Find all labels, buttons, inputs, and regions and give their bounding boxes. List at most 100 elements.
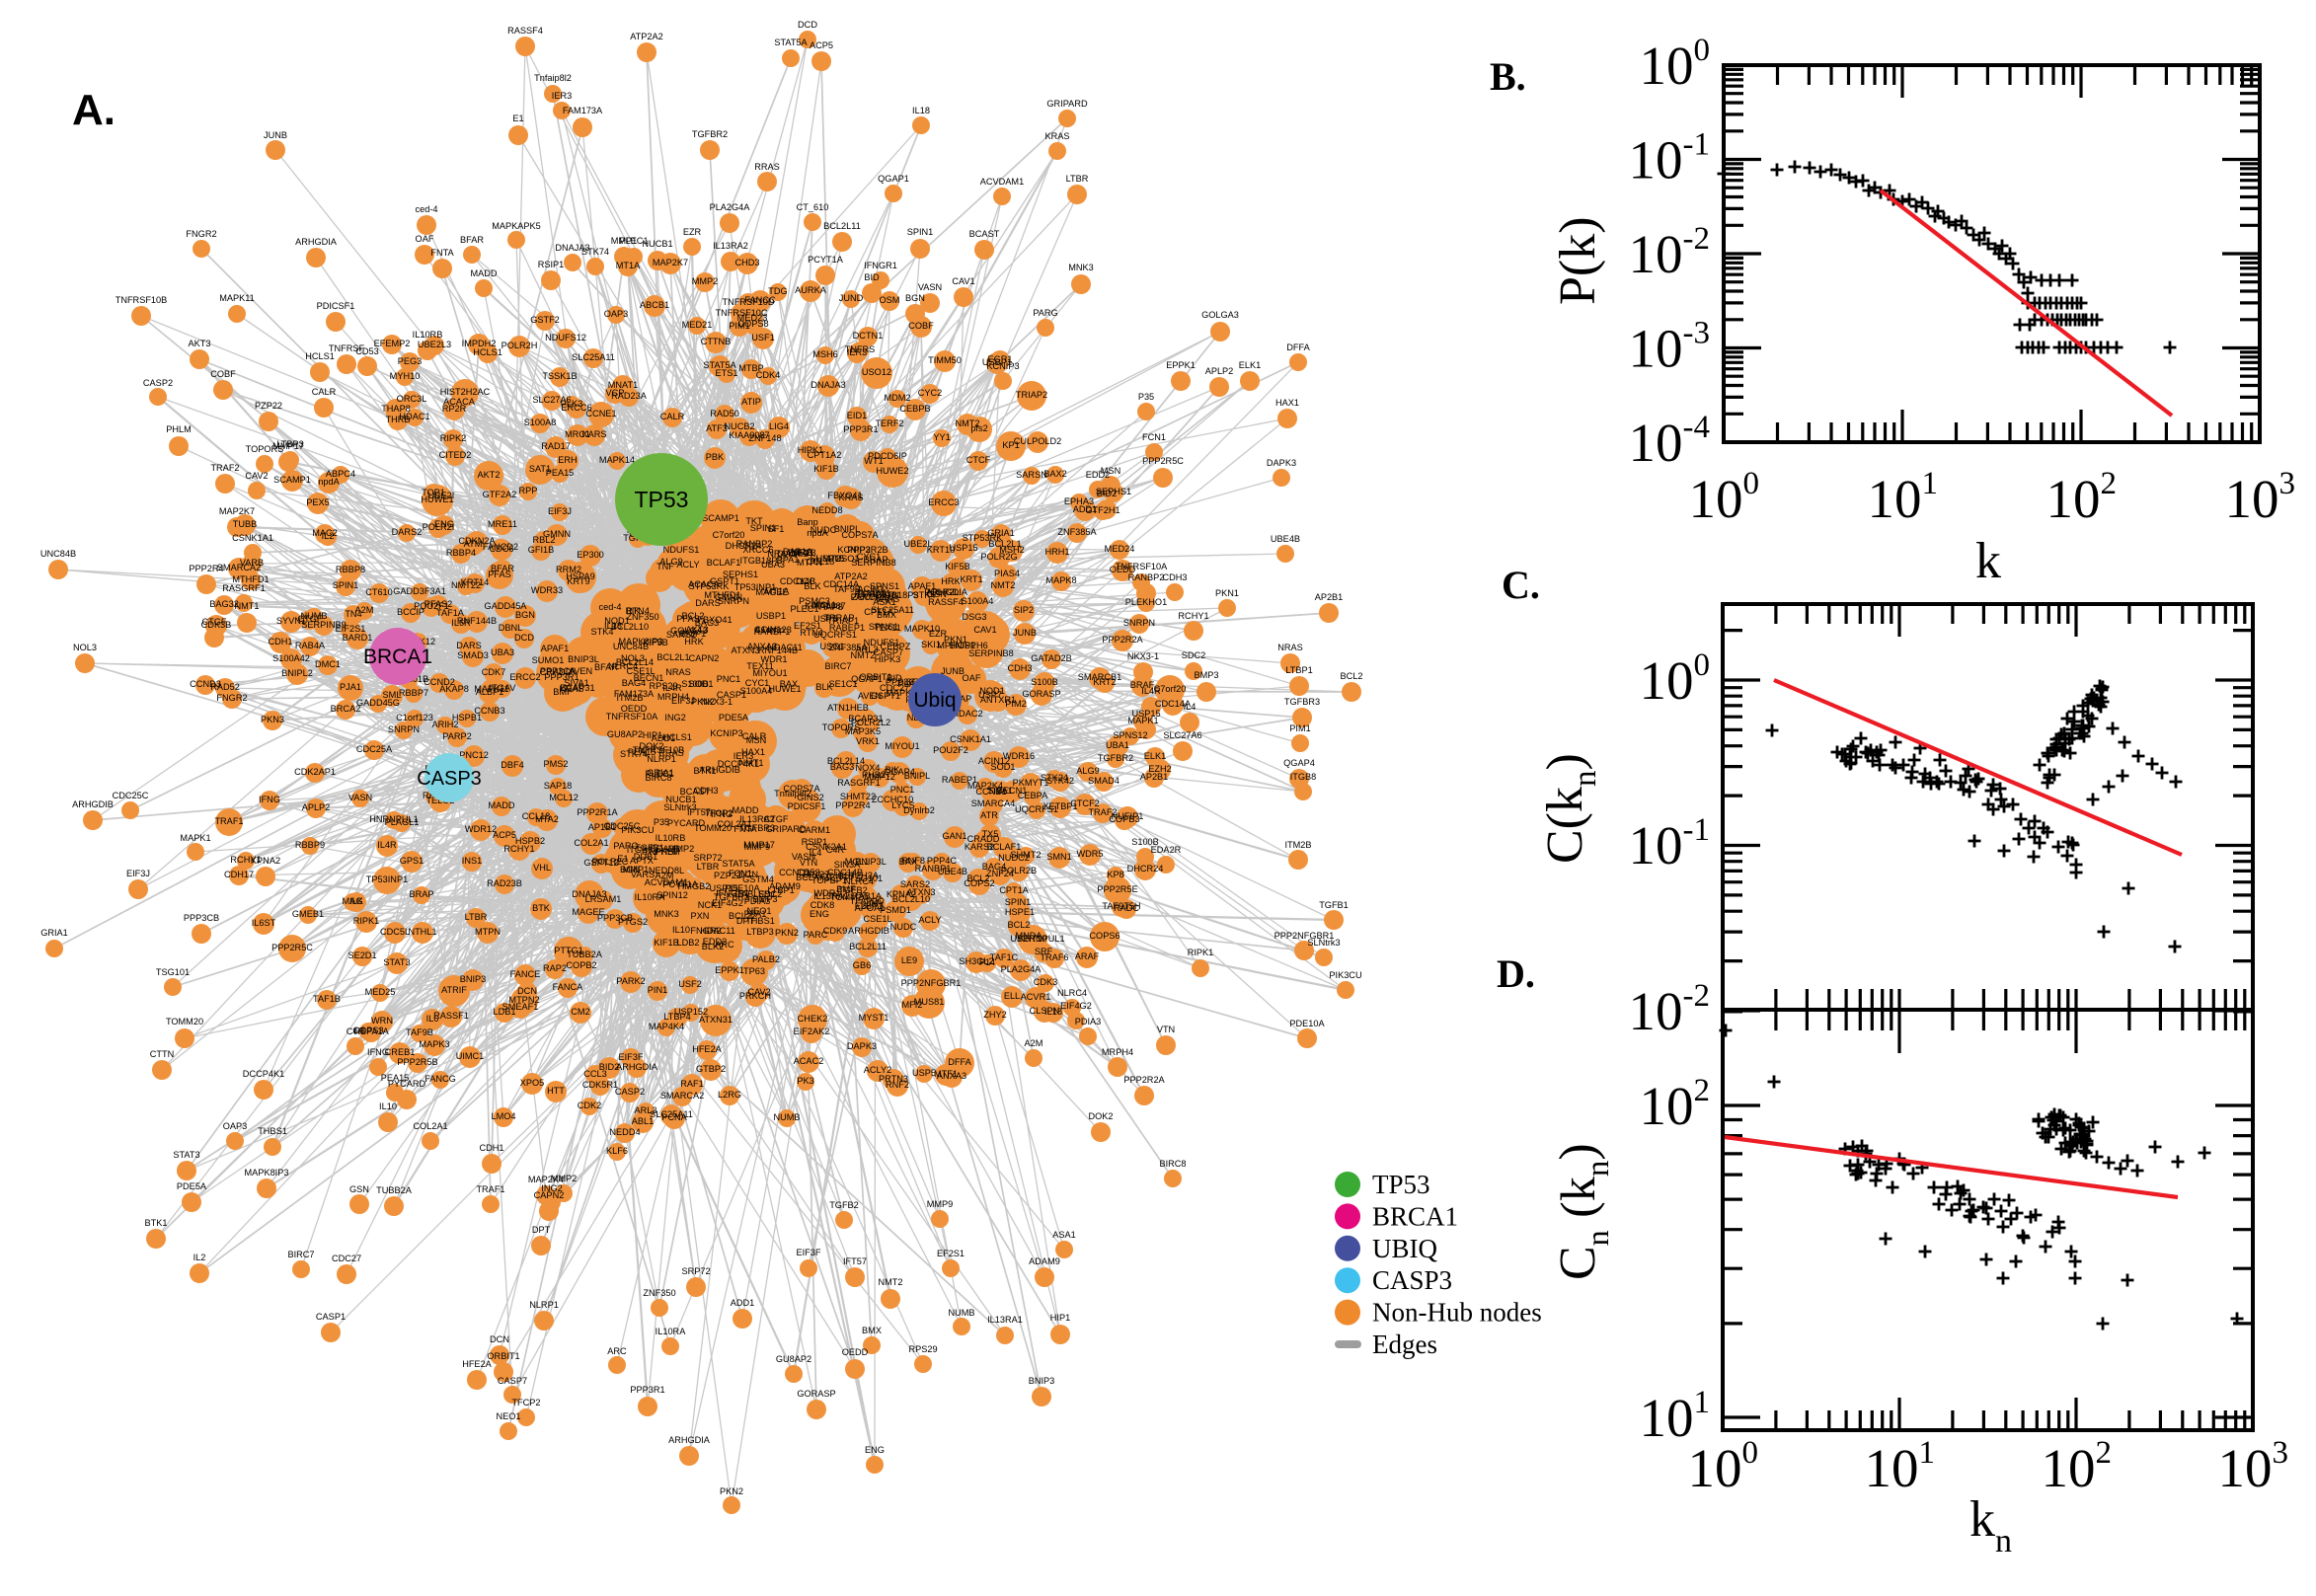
- svg-text:PDE5A: PDE5A: [719, 713, 749, 722]
- svg-text:PPP3CB: PPP3CB: [597, 913, 633, 923]
- svg-text:ING2: ING2: [664, 713, 685, 722]
- svg-text:MAPK8IP3: MAPK8IP3: [619, 637, 663, 646]
- svg-text:LTBP1: LTBP1: [1285, 665, 1312, 675]
- svg-text:ACVDAM1: ACVDAM1: [645, 877, 688, 887]
- svg-text:KCNIP3: KCNIP3: [710, 728, 742, 738]
- svg-text:TSSK1B: TSSK1B: [542, 371, 577, 381]
- svg-text:Non-Hub nodes: Non-Hub nodes: [1372, 1298, 1542, 1328]
- svg-text:POLR2B: POLR2B: [1001, 866, 1037, 875]
- svg-text:NUDC: NUDC: [811, 525, 837, 535]
- svg-text:KPNA2: KPNA2: [251, 856, 280, 866]
- svg-text:CAV2: CAV2: [245, 471, 268, 481]
- svg-text:GTF2A2: GTF2A2: [483, 490, 517, 499]
- svg-text:TFAP2C: TFAP2C: [850, 896, 885, 906]
- svg-text:MAPK1: MAPK1: [1127, 716, 1158, 725]
- svg-text:CT_610: CT_610: [797, 202, 829, 212]
- svg-text:PPP2R5B: PPP2R5B: [397, 1057, 437, 1067]
- svg-text:RCHY1: RCHY1: [1178, 611, 1208, 621]
- svg-text:ced-4: ced-4: [416, 204, 438, 214]
- svg-text:HSPA9: HSPA9: [566, 571, 594, 581]
- svg-text:PRTN3: PRTN3: [879, 1074, 908, 1084]
- svg-text:Tnfaip8l2: Tnfaip8l2: [774, 789, 811, 798]
- svg-text:NLRP1: NLRP1: [647, 754, 676, 764]
- svg-text:XRCC6: XRCC6: [742, 545, 773, 555]
- svg-text:CT610: CT610: [365, 587, 393, 597]
- svg-text:KIAA0087: KIAA0087: [805, 601, 845, 611]
- svg-text:CM2: CM2: [571, 1007, 589, 1017]
- svg-text:KPNA2: KPNA2: [887, 889, 916, 899]
- svg-text:P(k): P(k): [1550, 216, 1606, 305]
- svg-text:C.: C.: [1502, 563, 1540, 607]
- svg-text:TP53: TP53: [1372, 1170, 1430, 1199]
- svg-text:LTBR: LTBR: [697, 862, 720, 872]
- svg-text:NUDC: NUDC: [890, 922, 917, 932]
- svg-text:RANBP1: RANBP1: [915, 864, 952, 874]
- svg-text:BAG3: BAG3: [695, 618, 720, 628]
- svg-text:USP7: USP7: [978, 690, 1002, 700]
- svg-text:AKT2: AKT2: [478, 470, 501, 480]
- svg-text:TOPORS: TOPORS: [822, 722, 861, 732]
- svg-text:BAG32: BAG32: [209, 599, 239, 609]
- svg-text:EDA2R: EDA2R: [1151, 845, 1182, 855]
- svg-text:SMAD4: SMAD4: [1088, 776, 1119, 786]
- svg-text:S100A42: S100A42: [272, 653, 310, 663]
- svg-text:CSNK2A1: CSNK2A1: [806, 842, 847, 852]
- svg-text:IFNGR1: IFNGR1: [716, 888, 749, 898]
- svg-text:TEX11: TEX11: [746, 661, 773, 671]
- svg-text:RABEP1: RABEP1: [829, 623, 865, 633]
- svg-text:LTBP1: LTBP1: [767, 885, 794, 895]
- svg-text:ARL3: ARL3: [856, 645, 879, 654]
- svg-text:COPS3: COPS3: [352, 1026, 383, 1035]
- svg-text:ILK: ILK: [349, 896, 364, 906]
- svg-text:SMARCB1: SMARCB1: [1078, 672, 1121, 682]
- svg-text:IL10RA: IL10RA: [635, 892, 666, 902]
- svg-text:KRAS: KRAS: [559, 684, 583, 694]
- svg-text:CABLES1: CABLES1: [734, 889, 775, 899]
- svg-text:LTBP3: LTBP3: [276, 439, 303, 449]
- svg-text:COPS7A: COPS7A: [841, 530, 879, 540]
- svg-text:CDH3: CDH3: [1162, 572, 1187, 582]
- svg-text:FANCG: FANCG: [425, 1074, 456, 1084]
- svg-text:SNRPN: SNRPN: [718, 596, 749, 606]
- svg-text:USP15: USP15: [709, 883, 737, 893]
- svg-text:CEBPZ: CEBPZ: [881, 642, 911, 651]
- svg-text:IL10RB: IL10RB: [656, 833, 686, 843]
- svg-text:TSG101: TSG101: [156, 967, 190, 977]
- svg-text:PLEC1: PLEC1: [790, 604, 818, 614]
- svg-text:CASP2: CASP2: [615, 1087, 645, 1097]
- svg-text:SHMT2: SHMT2: [1010, 850, 1041, 860]
- svg-text:OAF: OAF: [416, 234, 434, 244]
- svg-text:POLR2L2: POLR2L2: [851, 718, 890, 727]
- svg-text:HSPB1: HSPB1: [452, 713, 482, 722]
- svg-text:PKN2: PKN2: [691, 697, 715, 707]
- svg-text:MAP2K7: MAP2K7: [653, 258, 688, 267]
- svg-text:FBXO41: FBXO41: [827, 491, 862, 500]
- svg-text:CYC1: CYC1: [745, 678, 770, 688]
- svg-text:PDIA3: PDIA3: [744, 896, 771, 906]
- svg-text:BRCA1: BRCA1: [1372, 1201, 1458, 1231]
- svg-text:CASP1: CASP1: [717, 690, 746, 700]
- svg-text:DCTN1: DCTN1: [853, 331, 884, 341]
- svg-text:COPB3: COPB3: [1109, 814, 1139, 824]
- svg-text:GRIPARD: GRIPARD: [765, 824, 807, 834]
- svg-text:RAD23A: RAD23A: [611, 391, 648, 401]
- svg-text:IFT57: IFT57: [843, 1256, 867, 1266]
- svg-text:MAPK14: MAPK14: [599, 455, 635, 465]
- svg-text:CCND1: CCND1: [779, 868, 811, 877]
- svg-text:ABPC4: ABPC4: [326, 469, 355, 479]
- svg-text:KRT14: KRT14: [461, 577, 489, 587]
- svg-text:IL6: IL6: [426, 1014, 439, 1024]
- svg-text:S100A4: S100A4: [740, 686, 773, 696]
- svg-text:COL2A1: COL2A1: [413, 1121, 447, 1131]
- svg-text:BAG4: BAG4: [982, 862, 1007, 872]
- svg-text:RPS29: RPS29: [649, 681, 677, 691]
- svg-text:TDG: TDG: [768, 286, 787, 296]
- svg-text:C1orf123: C1orf123: [396, 713, 433, 722]
- svg-text:UBA3: UBA3: [761, 560, 785, 570]
- svg-text:SML: SML: [383, 690, 402, 700]
- svg-text:FANCA: FANCA: [553, 982, 584, 992]
- svg-text:ARHGDIA: ARHGDIA: [295, 237, 338, 247]
- svg-text:FANCD2: FANCD2: [483, 542, 518, 552]
- svg-text:BAG4: BAG4: [622, 678, 647, 688]
- svg-text:PRKCH: PRKCH: [739, 991, 771, 1001]
